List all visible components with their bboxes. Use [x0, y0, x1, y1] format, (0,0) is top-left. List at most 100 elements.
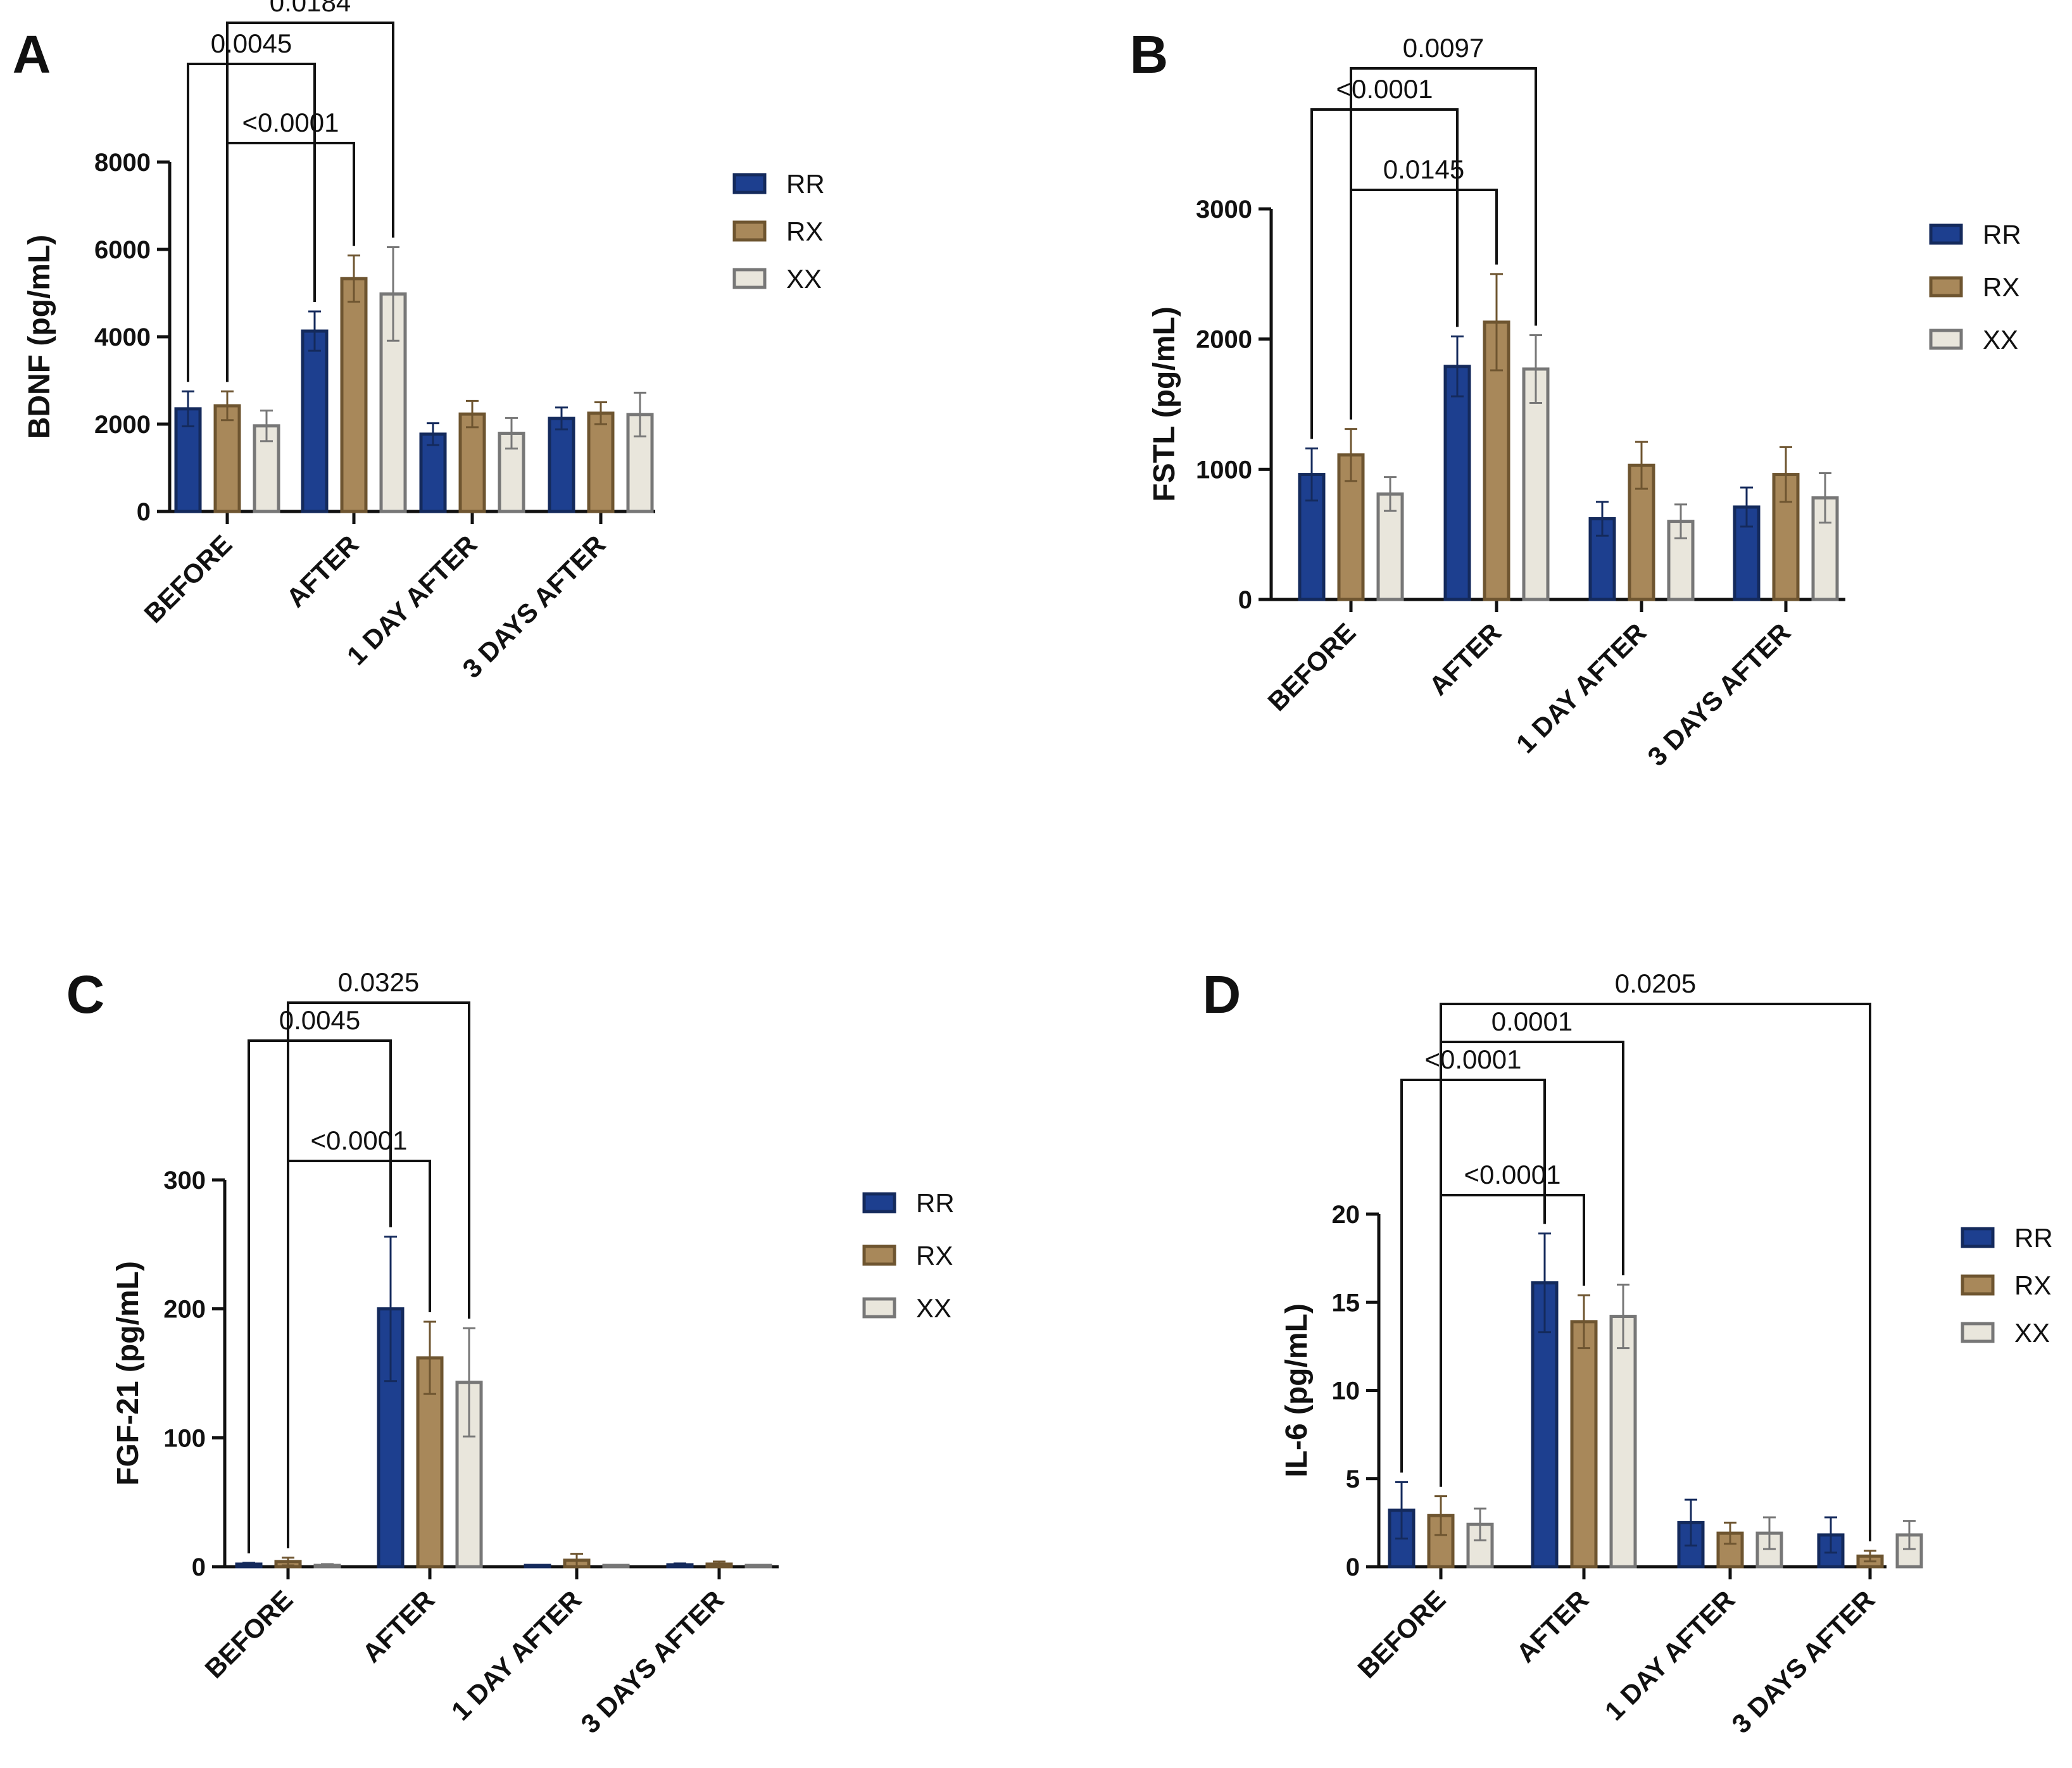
panel-letter: B [1130, 25, 1169, 84]
y-tick-label: 8000 [94, 149, 151, 177]
y-tick-label: 1000 [1196, 456, 1252, 484]
legend-label: RR [1983, 220, 2021, 249]
y-tick-label: 2000 [94, 411, 151, 439]
y-tick-label: 15 [1332, 1289, 1360, 1317]
p-value-label: 0.0097 [1403, 33, 1484, 63]
legend-label: XX [786, 264, 822, 294]
x-tick-label: AFTER [280, 529, 364, 613]
y-axis-title: BDNF (pg/mL) [23, 235, 56, 439]
p-value-label: 0.0045 [279, 1005, 360, 1035]
legend-label: RX [1983, 272, 2019, 302]
legend-swatch-xx [1929, 329, 1963, 350]
legend-label: XX [2014, 1318, 2050, 1348]
y-axis-title: FGF-21 (pg/mL) [111, 1261, 145, 1486]
significance-bracket [287, 1160, 431, 1548]
legend-label: RR [2014, 1223, 2053, 1253]
legend-swatch-xx [1961, 1322, 1995, 1343]
legend-swatch-rr [732, 173, 767, 194]
bar-xx [1609, 1315, 1637, 1569]
panel-b: B 0 1000 2000 3000 FSTL (pg/mL) BEFORE AFTER 1 D… [1130, 25, 2021, 772]
x-tick-label: 3 DAYS AFTER [1726, 1584, 1880, 1739]
x-tick-label: BEFORE [1352, 1584, 1451, 1684]
panel-c: C 0 100 200 300 FGF-21 (pg/mL) BEFORE AFTER 1 DA… [66, 965, 955, 1739]
y-tick-label: 4000 [94, 323, 151, 351]
p-value-label: 0.0045 [211, 28, 292, 58]
panel-d: D 0 5 10 15 20 IL-6 (pg/mL) BEFORE AFTER 1 DAY AF… [1203, 965, 2053, 1739]
significance-bracket [226, 142, 355, 382]
p-value-label: 0.0145 [1383, 154, 1464, 184]
y-tick-label: 100 [163, 1424, 206, 1452]
y-tick-label: 0 [137, 498, 151, 526]
x-tick-label: 1 DAY AFTER [1510, 617, 1652, 759]
legend-label: RX [786, 216, 823, 246]
y-tick-label: 20 [1332, 1201, 1360, 1229]
legend-swatch-rx [862, 1244, 896, 1266]
x-tick-label: 1 DAY AFTER [446, 1584, 587, 1726]
bar-rr [301, 329, 329, 513]
panel-letter: A [13, 25, 51, 84]
x-tick-label: AFTER [1510, 1584, 1594, 1668]
p-value-label: <0.0001 [311, 1125, 408, 1155]
y-tick-label: 3000 [1196, 196, 1252, 223]
bar-xx [1522, 367, 1550, 601]
significance-bracket [1440, 1003, 1871, 1541]
p-value-label: 0.0001 [1491, 1006, 1573, 1036]
y-tick-label: 0 [192, 1553, 206, 1581]
y-tick-label: 0 [1238, 586, 1252, 614]
y-axis-title: IL-6 (pg/mL) [1280, 1303, 1314, 1477]
y-tick-label: 6000 [94, 236, 151, 264]
bar-rr [548, 417, 575, 513]
y-tick-label: 0 [1346, 1553, 1360, 1581]
x-tick-label: 1 DAY AFTER [1599, 1584, 1741, 1726]
p-value-label: 0.0325 [338, 967, 419, 997]
legend-swatch-xx [732, 268, 767, 289]
p-value-label: <0.0001 [1336, 74, 1433, 104]
p-value-label: 0.0184 [270, 0, 351, 17]
legend-label: XX [1983, 325, 2018, 354]
legend-swatch-rx [732, 220, 767, 242]
y-tick-label: 5 [1346, 1465, 1360, 1493]
panel-letter: C [66, 965, 105, 1024]
bar-rx [587, 411, 615, 513]
bar-rr [1443, 365, 1471, 601]
x-tick-label: BEFORE [199, 1584, 298, 1684]
significance-bracket [1440, 1194, 1585, 1487]
legend-label: RX [2014, 1270, 2051, 1300]
legend-swatch-rx [1929, 276, 1963, 298]
significance-bracket [1350, 189, 1498, 420]
x-tick-label: 3 DAYS AFTER [575, 1584, 729, 1739]
legend-swatch-rr [1929, 223, 1963, 245]
legend-swatch-xx [862, 1297, 896, 1319]
p-value-label: <0.0001 [1425, 1044, 1522, 1074]
y-tick-label: 200 [163, 1296, 206, 1324]
significance-bracket [1400, 1079, 1546, 1473]
bar-rx [213, 404, 241, 513]
x-tick-label: 3 DAYS AFTER [1642, 617, 1796, 772]
significance-bracket [187, 63, 316, 382]
panel-a: A 0 2000 4000 6000 8000 BDNF (pg/mL) BEFORE AFTE… [13, 0, 825, 684]
x-tick-label: BEFORE [138, 529, 237, 629]
y-axis-title: FSTL (pg/mL) [1148, 306, 1181, 501]
legend-label: XX [916, 1293, 951, 1323]
x-tick-label: AFTER [356, 1584, 440, 1668]
p-value-label: <0.0001 [242, 108, 339, 137]
significance-bracket [248, 1039, 392, 1553]
bar-rx [1570, 1320, 1598, 1569]
p-value-label: <0.0001 [1464, 1160, 1561, 1189]
bar-rx [458, 412, 486, 513]
legend-label: RR [786, 169, 825, 199]
x-tick-label: BEFORE [1262, 617, 1361, 717]
legend-label: RX [916, 1241, 953, 1270]
x-tick-label: AFTER [1423, 617, 1507, 701]
panel-letter: D [1203, 965, 1241, 1024]
bar-rx [340, 277, 368, 513]
legend-swatch-rr [862, 1192, 896, 1213]
y-tick-label: 2000 [1196, 326, 1252, 354]
legend-swatch-rr [1961, 1227, 1995, 1248]
significance-bracket [226, 22, 394, 382]
y-tick-label: 300 [163, 1167, 206, 1194]
bar-rr [419, 432, 447, 513]
p-value-label: 0.0205 [1615, 969, 1696, 998]
legend-swatch-rx [1961, 1274, 1995, 1296]
